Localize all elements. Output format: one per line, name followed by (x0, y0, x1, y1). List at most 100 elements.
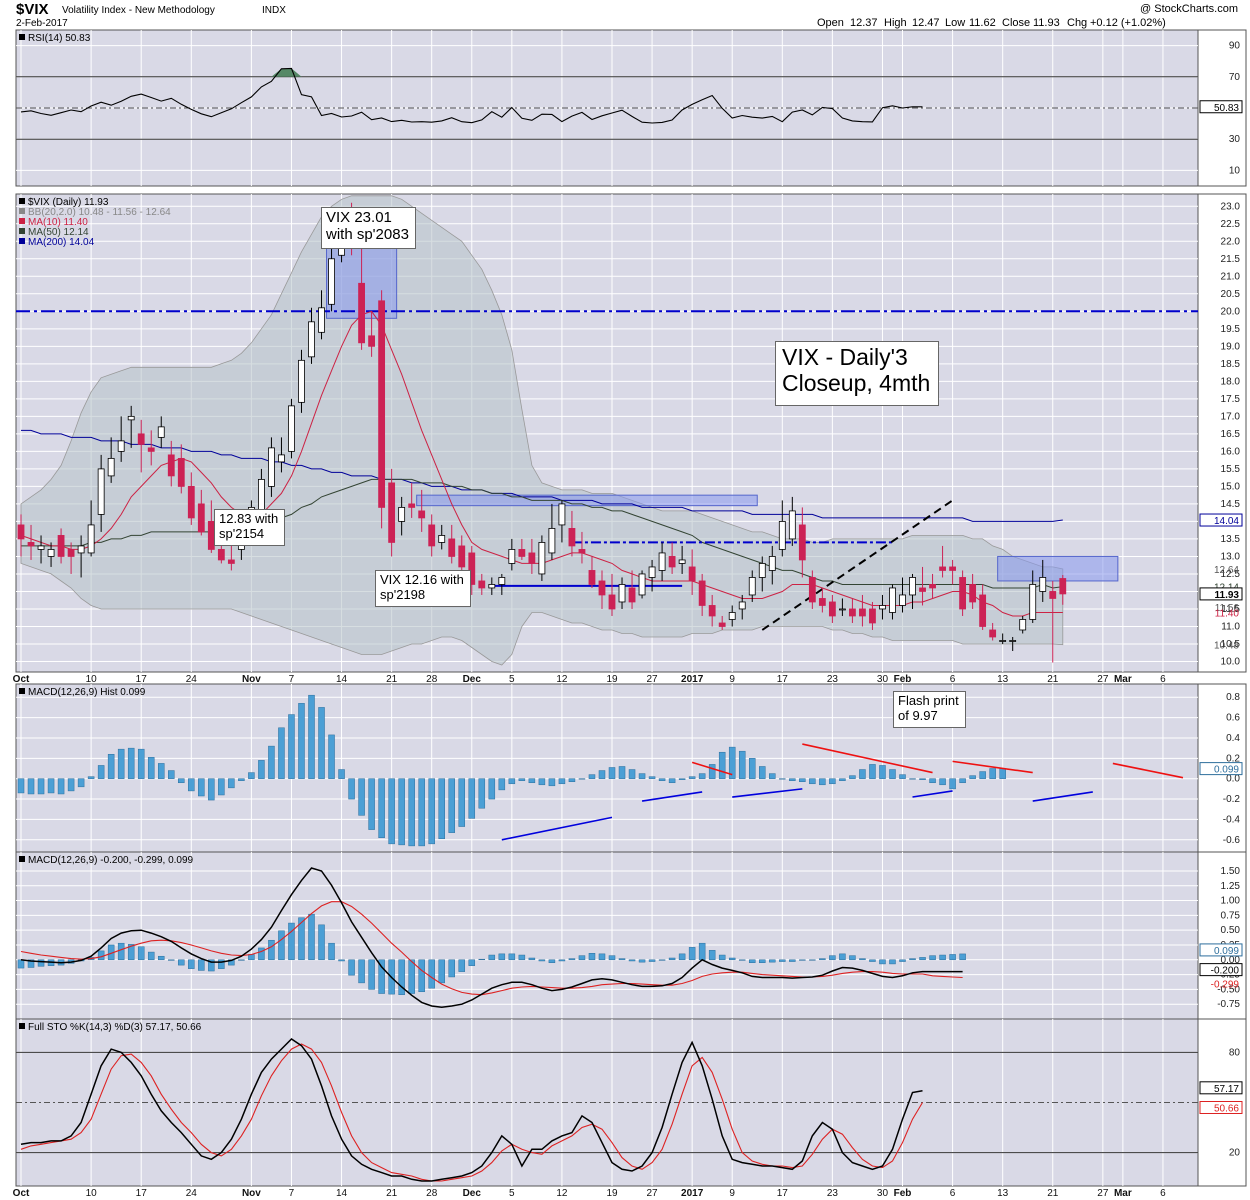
macd-hist-bar (879, 765, 886, 779)
macd-hist-bar (308, 913, 315, 961)
macd-hist-bar (147, 757, 155, 779)
x-tick-label: 27 (647, 674, 659, 685)
candle-body (608, 594, 616, 610)
divergence-line (802, 743, 933, 774)
macd-hist-bar (178, 959, 185, 966)
macd-hist-bar (137, 946, 145, 961)
macd-hist-bar (408, 959, 415, 994)
y-tick-label: 12.5 (1221, 569, 1241, 580)
x-tick-label: 2017 (681, 1188, 704, 1199)
annotation-line: VIX 12.16 with (380, 572, 464, 587)
candle (909, 573, 916, 609)
y-tick-label: 20 (1229, 1148, 1241, 1159)
macd-line (20, 867, 963, 1008)
macd-hist-bar (668, 778, 676, 784)
macd-hist-bar (518, 778, 526, 781)
macd-hist-bar (338, 769, 345, 779)
macd-hist-bar (378, 778, 385, 838)
y-tick-label: 23.0 (1221, 201, 1241, 212)
candle-body (368, 335, 376, 347)
candle-body (748, 577, 756, 596)
y-tick-label: 10 (1229, 165, 1241, 176)
macd-hist-bar (919, 957, 926, 961)
macd-hist-bar (238, 959, 245, 961)
macd-hist-bar (258, 760, 265, 779)
macd-hist-bar (678, 953, 686, 961)
macd-hist-bar (779, 959, 786, 962)
candle-body (1039, 577, 1047, 592)
macd-hist-bar (298, 917, 305, 961)
annotation-line: sp'2154 (219, 525, 265, 541)
candle-body (197, 503, 205, 533)
candle-body (969, 584, 977, 603)
y-tick-label: 21.5 (1221, 254, 1241, 265)
macd-hist-bar (498, 778, 506, 791)
macd-hist-bar (738, 959, 746, 961)
y-tick-label: 90 (1229, 41, 1241, 52)
candle-body (27, 542, 35, 547)
macd-hist-bar (929, 955, 936, 961)
candle-body (1009, 640, 1017, 642)
candle (608, 573, 616, 616)
annotation-line: of 9.97 (898, 707, 938, 723)
macd-hist-bar (438, 778, 445, 840)
candle-body (648, 566, 656, 578)
legend-label: MA(10) 11.40 (28, 217, 88, 228)
macd-hist-bar (688, 776, 696, 779)
y-tick-label: 20.0 (1221, 306, 1241, 317)
legend-swatch (19, 238, 25, 244)
candle (27, 524, 35, 560)
macd-hist-bar (869, 764, 876, 779)
candle-body (518, 549, 526, 557)
candle (989, 622, 997, 641)
x-tick-label: 13 (997, 674, 1009, 685)
candle (879, 594, 886, 620)
macd-hist-bar (478, 778, 486, 809)
candle-body (778, 521, 786, 550)
candle-body (738, 601, 746, 610)
candle (628, 570, 636, 609)
macd-hist-bar (638, 773, 646, 779)
candle-body (1049, 591, 1057, 599)
legend-label: MACD(12,26,9) Hist 0.099 (28, 687, 146, 698)
x-tick-label: 10 (86, 1188, 98, 1199)
y-tick-label: -0.75 (1217, 999, 1240, 1010)
macd-hist-bar (959, 953, 966, 961)
macd-hist-bar (498, 953, 506, 961)
macd-hist-bar (488, 954, 496, 961)
candle-body (1019, 619, 1027, 631)
y-tick-label: 0.75 (1221, 910, 1241, 921)
x-tick-label: 21 (1047, 1188, 1059, 1199)
macd-hist-bar (368, 959, 375, 990)
ohlc-low-label: Low (945, 17, 965, 29)
macd-hist-bar (358, 959, 365, 984)
candle-body (999, 640, 1007, 642)
candle (838, 598, 846, 616)
divergence-line (641, 791, 703, 802)
macd-hist-bar (678, 778, 686, 780)
macd-hist-bar (468, 959, 476, 966)
macd-hist-bar (698, 942, 706, 961)
candle (678, 545, 686, 574)
macd-hist-bar (688, 947, 696, 961)
macd-hist-bar (859, 769, 866, 779)
candle (167, 440, 175, 487)
chart-annotation: VIX 12.16 with sp'2198 (375, 570, 471, 608)
candle (1049, 580, 1057, 663)
candle (969, 573, 977, 609)
candle (448, 524, 456, 564)
macd-hist-bar (648, 776, 656, 779)
macd-hist-bar (278, 930, 285, 961)
legend-label: $VIX (Daily) 11.93 (28, 197, 109, 208)
macd-hist-bar (618, 766, 626, 779)
candle (818, 587, 826, 613)
candle (488, 577, 496, 595)
candle (828, 594, 836, 623)
y-tick-label: 22.5 (1221, 219, 1241, 230)
candle-body (488, 584, 496, 589)
macd-hist-bar (188, 778, 195, 792)
y-tick-label: 13.0 (1221, 551, 1241, 562)
macd-hist-bar (438, 959, 445, 984)
macd-hist-bar (819, 778, 826, 786)
